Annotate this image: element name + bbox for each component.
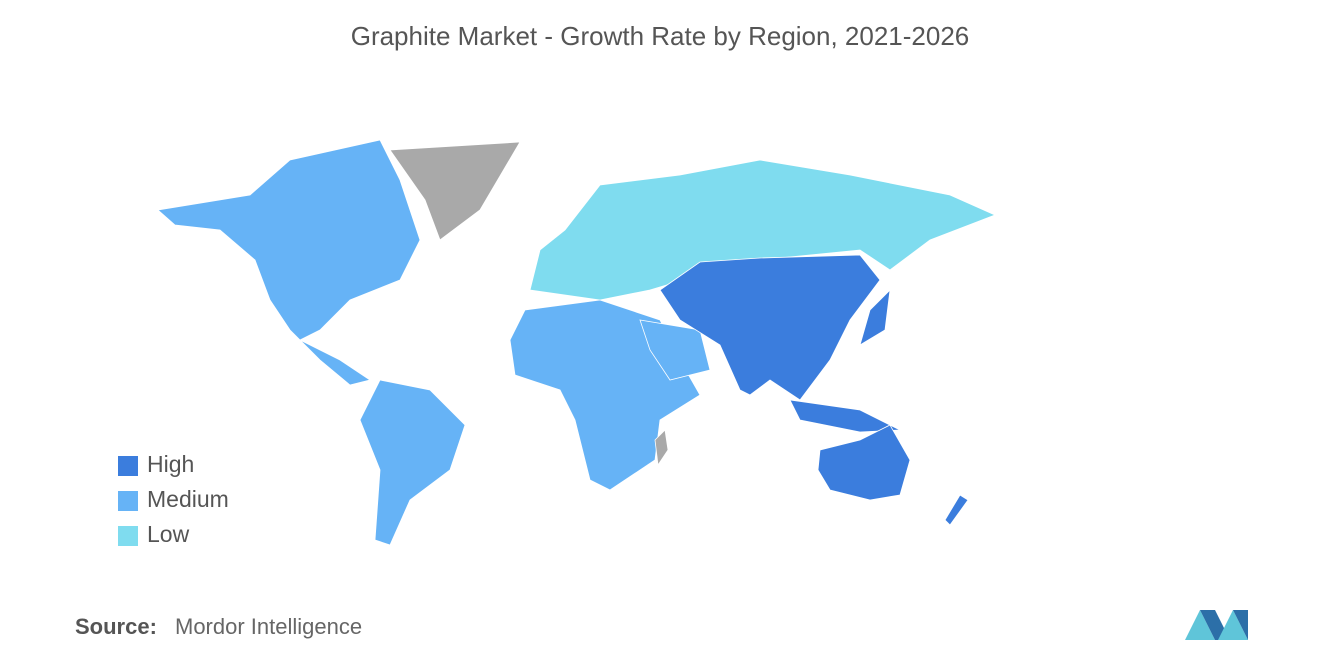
legend-label: High: [147, 451, 194, 477]
legend-swatch: [118, 491, 138, 511]
legend-label: Low: [147, 521, 190, 547]
legend-swatch: [118, 526, 138, 546]
region-southeast-asia: [789, 399, 902, 433]
region-asia: [659, 254, 881, 401]
source-label: Source:: [75, 614, 157, 639]
region-north-america: [157, 139, 421, 386]
logo: [1185, 610, 1248, 640]
region-middle-east: [639, 319, 711, 381]
region-greenland: [389, 141, 521, 241]
region-south-america: [359, 379, 466, 546]
legend-label: Medium: [147, 486, 229, 512]
region-japan: [859, 288, 891, 346]
legend-swatch: [118, 456, 138, 476]
region-new-zealand: [944, 494, 969, 526]
source-text: Mordor Intelligence: [175, 614, 362, 639]
map-title: Graphite Market - Growth Rate by Region,…: [351, 21, 970, 51]
region-australia: [817, 424, 911, 501]
legend: High Medium Low: [118, 451, 229, 547]
world-map: [157, 139, 997, 546]
region-madagascar: [654, 429, 669, 467]
